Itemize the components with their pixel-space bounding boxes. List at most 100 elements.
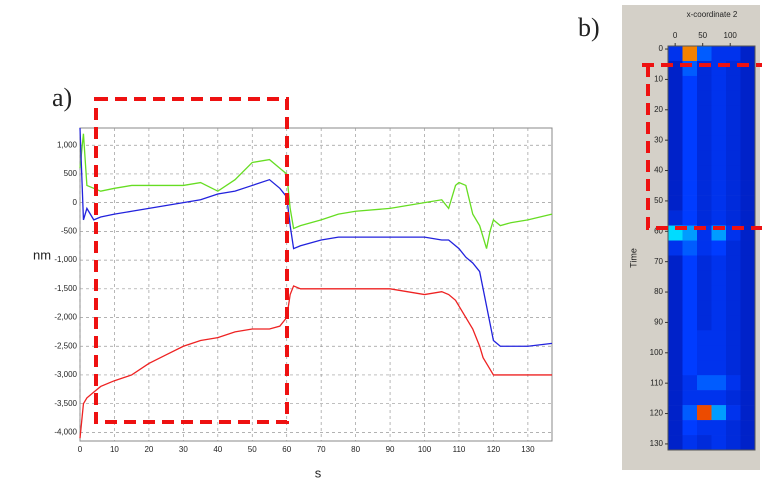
- y-tick-label: 1,000: [57, 140, 78, 149]
- heat-cell: [668, 405, 683, 421]
- x-tick-label: 80: [351, 445, 360, 454]
- heat-cell: [711, 315, 727, 331]
- y-tick-label: -1,500: [54, 284, 77, 293]
- heat-cell: [711, 270, 727, 286]
- heat-cell: [697, 105, 712, 122]
- panel-label: a): [52, 83, 72, 112]
- heat-cell: [711, 405, 727, 421]
- heat-cell: [726, 195, 741, 211]
- heat-cell: [726, 315, 741, 331]
- heat-cell: [668, 210, 683, 226]
- heat-cell: [740, 210, 756, 226]
- heat-cell: [668, 270, 683, 286]
- heat-cell: [668, 345, 683, 361]
- heat-cell: [697, 240, 712, 256]
- heat-cell: [740, 90, 756, 107]
- y-tick-label: -2,500: [54, 341, 77, 350]
- x-tick-label: 100: [724, 31, 738, 40]
- heat-cell: [682, 150, 698, 167]
- y-tick-label: 40: [654, 166, 663, 175]
- highlight-boxes: [94, 63, 762, 424]
- heat-cell: [726, 135, 741, 152]
- x-tick-label: 120: [487, 445, 501, 454]
- y-tick-label: -500: [61, 226, 78, 235]
- plot-area: [79, 127, 553, 442]
- heat-cell: [726, 180, 741, 196]
- y-tick-label: 120: [650, 409, 664, 418]
- heat-cell: [711, 435, 727, 451]
- heat-cell: [711, 90, 727, 107]
- heat-cell: [697, 330, 712, 346]
- heat-cell: [697, 165, 712, 181]
- heat-cell: [711, 150, 727, 167]
- heat-cell: [697, 360, 712, 376]
- y-tick-label: 100: [650, 348, 664, 357]
- heat-cell: [697, 255, 712, 271]
- heat-cell: [668, 330, 683, 346]
- heat-cell: [697, 270, 712, 286]
- heat-cell: [740, 270, 756, 286]
- highlight-box: [94, 97, 289, 424]
- heat-cell: [711, 390, 727, 406]
- x-tick-label: 130: [521, 445, 535, 454]
- heat-cell: [697, 405, 712, 421]
- heat-cell: [711, 285, 727, 301]
- heat-cell: [668, 46, 683, 62]
- y-tick-label: -3,500: [54, 399, 77, 408]
- y-tick-label: 500: [64, 169, 78, 178]
- y-tick-label: 30: [654, 135, 663, 144]
- heat-cell: [740, 315, 756, 331]
- heat-cell: [711, 240, 727, 256]
- heat-cell: [726, 165, 741, 181]
- y-tick-label: 60: [654, 226, 663, 235]
- heat-cell: [726, 300, 741, 316]
- heat-cell: [726, 390, 741, 406]
- heat-cell: [668, 285, 683, 301]
- heat-cell: [711, 75, 727, 92]
- x-tick-label: 10: [110, 445, 119, 454]
- heat-cell: [726, 90, 741, 107]
- heat-cell: [682, 285, 698, 301]
- y-axis-label: Time: [628, 248, 638, 268]
- heat-cell: [668, 255, 683, 271]
- heat-cell: [711, 210, 727, 226]
- y-tick-label: -4,000: [54, 427, 77, 436]
- x-tick-label: 110: [453, 445, 466, 454]
- heat-cell: [740, 46, 756, 62]
- heat-cell: [726, 330, 741, 346]
- heat-cell: [740, 405, 756, 421]
- heat-cell: [697, 435, 712, 451]
- heat-cell: [668, 180, 683, 196]
- heat-cell: [711, 360, 727, 376]
- heat-cell: [740, 375, 756, 391]
- heat-cell: [740, 165, 756, 181]
- heat-cell: [668, 195, 683, 211]
- y-tick-label: 70: [654, 257, 663, 266]
- heat-cell: [711, 195, 727, 211]
- heat-cell: [697, 375, 712, 391]
- heat-cell: [682, 165, 698, 181]
- heat-cell: [682, 390, 698, 406]
- panel-label: b): [578, 13, 600, 42]
- heat-cell: [711, 46, 727, 62]
- heat-cell: [740, 240, 756, 256]
- series-line: [79, 127, 553, 347]
- heat-cell: [682, 270, 698, 286]
- heat-cell: [740, 195, 756, 211]
- heat-cell: [697, 345, 712, 361]
- heat-cell: [740, 285, 756, 301]
- heat-cell: [726, 240, 741, 256]
- heat-cell: [740, 135, 756, 152]
- heat-cell: [682, 46, 698, 62]
- heat-cell: [740, 420, 756, 436]
- heat-cell: [682, 195, 698, 211]
- heat-cell: [726, 435, 741, 451]
- heat-cell: [668, 165, 683, 181]
- heat-cell: [697, 210, 712, 226]
- highlight-box: [642, 63, 762, 230]
- heat-cell: [682, 240, 698, 256]
- heat-cell: [682, 255, 698, 271]
- heat-cell: [726, 105, 741, 122]
- heat-cell: [740, 345, 756, 361]
